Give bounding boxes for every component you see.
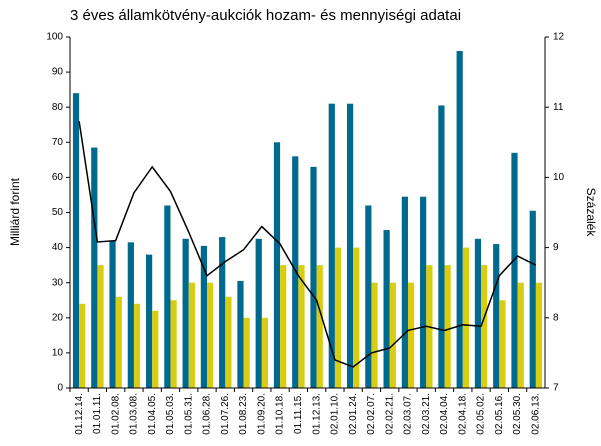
x-tick-label: 01.04.05.	[147, 393, 158, 435]
x-tick-label: 02.05.16.	[494, 393, 505, 435]
bar	[255, 238, 262, 388]
x-tick-label: 02.05.02.	[476, 393, 487, 435]
bar	[115, 296, 122, 388]
bar	[225, 296, 232, 388]
y-tick-label: 30	[52, 277, 64, 288]
bar	[237, 280, 244, 388]
bar	[407, 282, 415, 388]
bar	[444, 265, 451, 388]
x-tick-label: 01.12.13.	[311, 393, 322, 435]
x-tick-label: 01.02.08.	[110, 393, 121, 435]
bar	[164, 205, 171, 388]
bar	[401, 196, 408, 388]
bar	[292, 156, 299, 388]
bar	[334, 247, 342, 388]
y-tick-label: 40	[52, 242, 64, 253]
y-tick-label: 90	[52, 67, 64, 78]
bar	[97, 265, 104, 388]
bar	[133, 303, 141, 388]
x-tick-label: 01.10.18.	[275, 393, 286, 435]
bar	[462, 247, 469, 388]
bar	[365, 205, 372, 388]
y-tick-label: 100	[46, 32, 63, 43]
x-tick-label: 02.01.10.	[330, 393, 341, 435]
bar	[298, 265, 305, 388]
bar	[91, 147, 98, 388]
bar	[170, 300, 177, 388]
bar	[511, 152, 518, 388]
bar	[127, 242, 134, 388]
bar	[420, 196, 427, 388]
bar	[517, 282, 524, 388]
bar	[316, 265, 323, 388]
y-tick-label: 80	[52, 102, 64, 113]
x-tick-label: 01.12.14.	[74, 393, 85, 435]
bar	[346, 103, 354, 388]
bar	[261, 317, 269, 388]
bar	[219, 237, 226, 388]
bar	[72, 93, 80, 388]
y2-tick-label: 12	[553, 32, 565, 43]
y-tick-label: 0	[57, 383, 63, 394]
bar	[389, 282, 396, 388]
bar	[207, 282, 214, 388]
bar	[200, 245, 208, 388]
bar	[310, 166, 317, 388]
x-tick-label: 01.08.23.	[238, 393, 249, 435]
x-tick-label: 01.05.31.	[183, 393, 194, 435]
bar	[273, 142, 281, 388]
y2-tick-label: 8	[553, 312, 559, 323]
x-tick-label: 02.03.21.	[421, 393, 432, 435]
bar	[493, 244, 500, 388]
bar	[456, 51, 463, 388]
y2-tick-label: 10	[553, 172, 565, 183]
y-tick-label: 60	[52, 172, 64, 183]
bar	[152, 310, 159, 388]
bar	[499, 300, 506, 388]
x-tick-label: 01.05.03.	[165, 393, 176, 435]
bar	[481, 265, 488, 388]
bar	[243, 317, 250, 388]
chart-title: 3 éves államkötvény-aukciók hozam- és me…	[70, 7, 461, 24]
x-tick-label: 02.04.04.	[439, 393, 450, 435]
bar	[474, 238, 482, 388]
line-series	[78, 121, 537, 368]
y-tick-label: 70	[52, 137, 64, 148]
bar	[280, 265, 287, 388]
y-tick-label: 20	[52, 312, 64, 323]
bar	[353, 247, 360, 388]
bar	[383, 230, 390, 388]
bar	[79, 303, 86, 388]
x-tick-label: 01.11.15.	[293, 393, 304, 434]
bar	[146, 254, 153, 388]
x-tick-label: 02.01.24.	[348, 393, 359, 435]
bar	[328, 103, 335, 388]
x-tick-label: 01.09.20.	[256, 393, 267, 435]
bar	[182, 238, 189, 388]
y2-tick-label: 11	[553, 102, 564, 113]
x-tick-label: 02.02.21.	[384, 393, 395, 435]
y-tick-label: 10	[52, 348, 64, 359]
x-tick-label: 02.06.13.	[531, 393, 542, 435]
bar	[109, 240, 116, 388]
x-tick-label: 02.04.18.	[457, 393, 468, 435]
bar	[529, 210, 536, 388]
bar	[188, 282, 195, 388]
bar	[535, 282, 543, 388]
bar	[371, 282, 378, 388]
x-tick-label: 02.05.30.	[512, 393, 523, 435]
y2-axis-label: Százalék	[584, 188, 598, 238]
x-tick-label: 02.03.07.	[403, 393, 414, 435]
x-tick-label: 02.02.07.	[366, 393, 377, 435]
bar	[438, 105, 445, 388]
y2-tick-label: 7	[553, 383, 559, 394]
y-axis-label: Milliárd forint	[8, 177, 22, 246]
x-tick-label: 01.03.08.	[129, 393, 140, 435]
x-tick-label: 01.01.11.	[92, 393, 103, 434]
y-tick-label: 50	[52, 207, 64, 218]
x-tick-label: 01.06.28.	[202, 393, 213, 435]
y2-tick-label: 9	[553, 242, 559, 253]
x-tick-label: 01.07.26.	[220, 393, 231, 435]
